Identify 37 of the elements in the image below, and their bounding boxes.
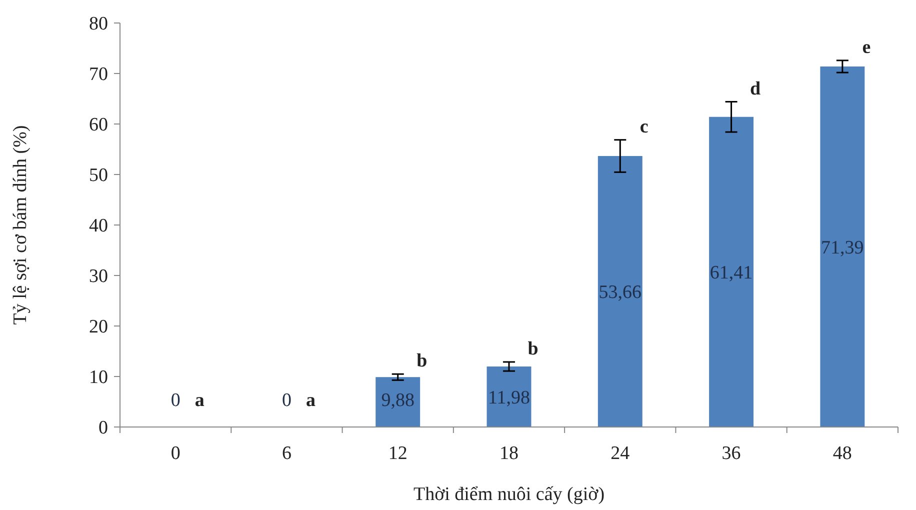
x-tick-label: 24 xyxy=(610,443,630,464)
y-tick-label: 10 xyxy=(89,367,108,388)
x-tick-label: 18 xyxy=(500,443,518,464)
data-label: 0 xyxy=(170,390,180,411)
annotation: a xyxy=(194,390,205,411)
annotation: e xyxy=(862,37,871,58)
data-label: 0 xyxy=(282,390,292,411)
bar xyxy=(376,377,420,427)
y-tick-label: 0 xyxy=(98,418,108,439)
y-axis-title: Tỷ lệ sợi cơ bám dính (%) xyxy=(10,125,31,325)
bar xyxy=(486,366,532,427)
data-label: 11,98 xyxy=(488,387,530,408)
annotation: b xyxy=(416,350,428,372)
x-tick-label: 48 xyxy=(832,443,852,464)
data-label: 53,66 xyxy=(598,282,642,304)
x-tick-label: 0 xyxy=(170,443,180,464)
data-label: 61,41 xyxy=(710,262,753,284)
bar xyxy=(709,116,754,427)
data-label: 9,88 xyxy=(381,390,414,411)
y-tick-label: 30 xyxy=(89,266,108,288)
x-tick-label: 36 xyxy=(722,443,741,464)
y-tick-label: 60 xyxy=(89,114,108,136)
bar xyxy=(598,156,642,427)
data-label: 71,39 xyxy=(821,237,864,258)
annotation: a xyxy=(306,390,316,411)
x-tick-label: 6 xyxy=(282,443,292,464)
x-tick-label: 12 xyxy=(388,443,408,464)
y-tick-label: 80 xyxy=(89,14,108,35)
y-tick-label: 70 xyxy=(89,64,108,86)
annotation: b xyxy=(528,338,538,360)
x-axis-title: Thời điểm nuôi cấy (giờ) xyxy=(413,484,605,505)
bar xyxy=(820,66,865,427)
y-tick-label: 50 xyxy=(89,165,108,186)
annotation: d xyxy=(750,78,761,100)
y-tick-label: 20 xyxy=(89,316,108,338)
y-tick-label: 40 xyxy=(89,216,108,237)
annotation: c xyxy=(640,116,648,138)
